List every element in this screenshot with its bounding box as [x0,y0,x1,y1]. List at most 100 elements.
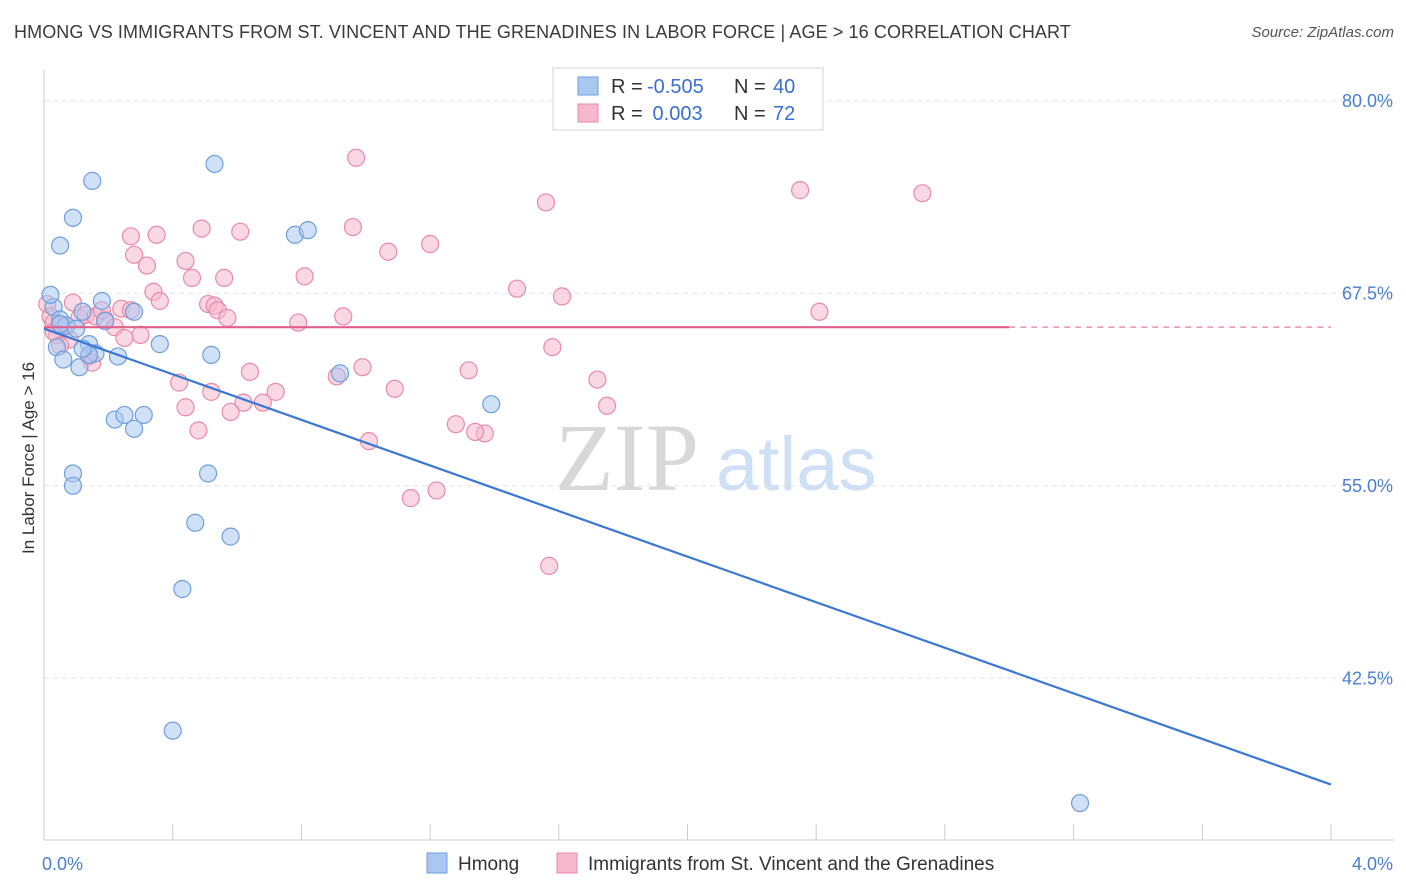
stvincent-point-42 [289,313,308,332]
stats-box: R = -0.505 N = 40 R = 0.003 N = 72 [552,67,824,131]
legend-label-stvincent: Immigrants from St. Vincent and the Gren… [588,854,994,875]
chart-title: HMONG VS IMMIGRANTS FROM ST. VINCENT AND… [14,22,1071,42]
stvincent-point-32 [215,268,234,287]
stvincent-point-63 [536,193,556,212]
hmong-point-32 [163,721,182,740]
stvincent-point-54 [427,481,446,500]
stats-n-value-stvincent: 72 [773,103,795,125]
stats-r-label-hmong: R = [611,76,643,98]
stvincent-point-64 [588,370,607,389]
hmong-point-12 [67,319,86,338]
y-tick-labels: 80.0% 67.5% 55.0% 42.5% [1342,91,1393,688]
stats-swatch-hmong [577,76,599,96]
stvincent-point-20 [137,256,157,275]
hmong-point-37 [1070,793,1090,813]
stvincent-point-41 [266,382,285,401]
hmong-point-31 [173,579,192,599]
stvincent-point-38 [176,398,195,417]
hmong-point-29 [186,513,205,532]
stvincent-point-50 [379,242,398,261]
stats-r-value-hmong: -0.505 [647,76,704,98]
watermark-zip: ZIP [555,404,699,511]
stvincent-point-39 [240,362,260,381]
stvincent-point-23 [150,291,169,311]
hmong-point-20 [202,345,221,364]
stats-swatch-stvincent [577,103,599,123]
hmong-point-23 [124,419,144,438]
hmong-point-36 [482,395,501,414]
stvincent-point-52 [401,489,420,508]
stvincent-point-25 [176,251,195,271]
stvincent-point-45 [334,307,353,326]
axes [43,70,1394,841]
stvincent-point-21 [147,225,166,244]
grid-lines [44,100,1394,679]
legend: Hmong Immigrants from St. Vincent and th… [426,852,994,875]
stvincent-point-60 [543,338,562,357]
x-tick-labels: 0.0% 4.0% [42,854,1393,874]
stvincent-point-43 [295,267,314,286]
stats-r-label-stvincent: R = [611,103,643,125]
hmong-point-21 [205,154,224,174]
stvincent-point-58 [466,422,485,441]
hmong-point-28 [198,464,218,483]
stats-n-label-hmong: N = [734,76,766,98]
stvincent-point-48 [346,148,366,167]
stvincent-point-19 [124,245,144,264]
hmong-point-19 [150,335,169,354]
y-axis-title: In Labor Force | Age > 16 [19,362,38,554]
stvincent-point-33 [231,222,250,241]
stvincent-point-27 [192,219,211,238]
hmong-point-34 [298,221,317,240]
stvincent-point-66 [791,181,810,200]
legend-swatch-stvincent [556,852,578,874]
source-credit: Source: ZipAtlas.com [1251,24,1394,41]
stvincent-point-46 [343,217,362,237]
hmong-point-25 [115,405,134,425]
hmong-point-6 [50,236,70,255]
stvincent-point-47 [353,358,372,377]
stvincent-point-15 [115,328,134,348]
legend-swatch-hmong [426,852,448,874]
data-points [38,148,1090,813]
stvincent-point-35 [221,402,240,421]
hmong-point-22 [134,405,153,425]
stvincent-point-67 [810,302,829,321]
watermark: ZIP atlas [555,404,877,511]
stvincent-point-56 [459,361,478,380]
hmong-point-8 [83,171,102,190]
hmong-point-18 [124,302,144,321]
x-tick-label-min: 0.0% [42,854,83,874]
hmong-point-10 [73,302,92,321]
stvincent-point-55 [446,415,465,434]
hmong-point-27 [63,476,83,495]
trend-lines [43,326,1332,786]
hmong-point-15 [70,358,89,377]
stvincent-point-37 [189,421,208,440]
hmong-point-11 [96,311,115,331]
hmong-point-17 [108,347,128,366]
watermark-atlas: atlas [716,422,877,507]
hmong-point-38 [50,315,70,334]
stvincent-point-26 [182,268,202,287]
legend-label-hmong: Hmong [458,854,519,875]
hmong-trend-line [43,327,1332,786]
stvincent-point-53 [421,234,440,254]
stvincent-point-65 [597,396,617,415]
stvincent-point-61 [540,556,559,575]
y-tick-label-1: 67.5% [1342,283,1393,303]
y-tick-label-3: 42.5% [1342,668,1393,688]
hmong-point-9 [92,291,112,311]
y-tick-label-2: 55.0% [1342,476,1393,496]
stvincent-point-31 [218,308,237,328]
stvincent-point-18 [121,227,140,246]
hmong-point-35 [330,364,350,383]
stvincent-point-14 [131,325,150,344]
hmong-point-7 [63,208,83,227]
hmong-point-30 [221,527,240,546]
hmong-point-5 [54,350,73,369]
stvincent-point-51 [385,379,404,398]
stats-n-value-hmong: 40 [773,76,795,98]
stvincent-point-68 [913,184,932,203]
